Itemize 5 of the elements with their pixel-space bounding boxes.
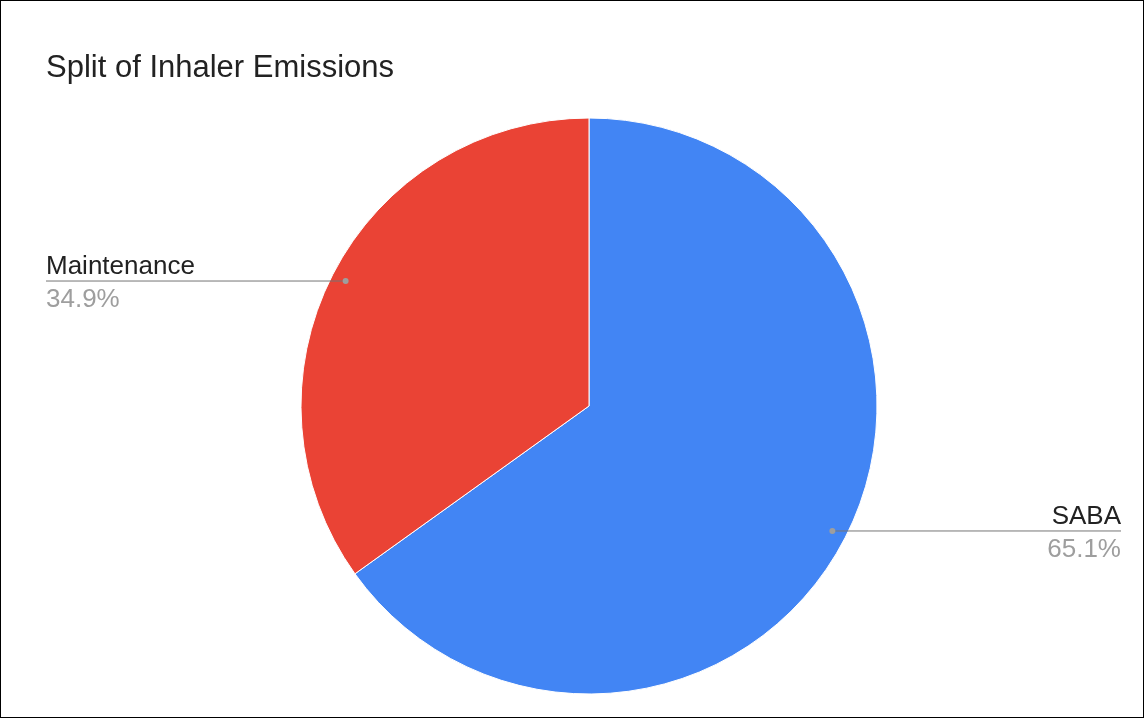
slice-label: Maintenance xyxy=(46,250,195,281)
data-label: 65.1% xyxy=(1047,532,1121,563)
data-label: 34.9% xyxy=(46,283,120,314)
slice-label: SABA xyxy=(1051,499,1122,530)
chart-title: Split of Inhaler Emissions xyxy=(46,49,395,85)
